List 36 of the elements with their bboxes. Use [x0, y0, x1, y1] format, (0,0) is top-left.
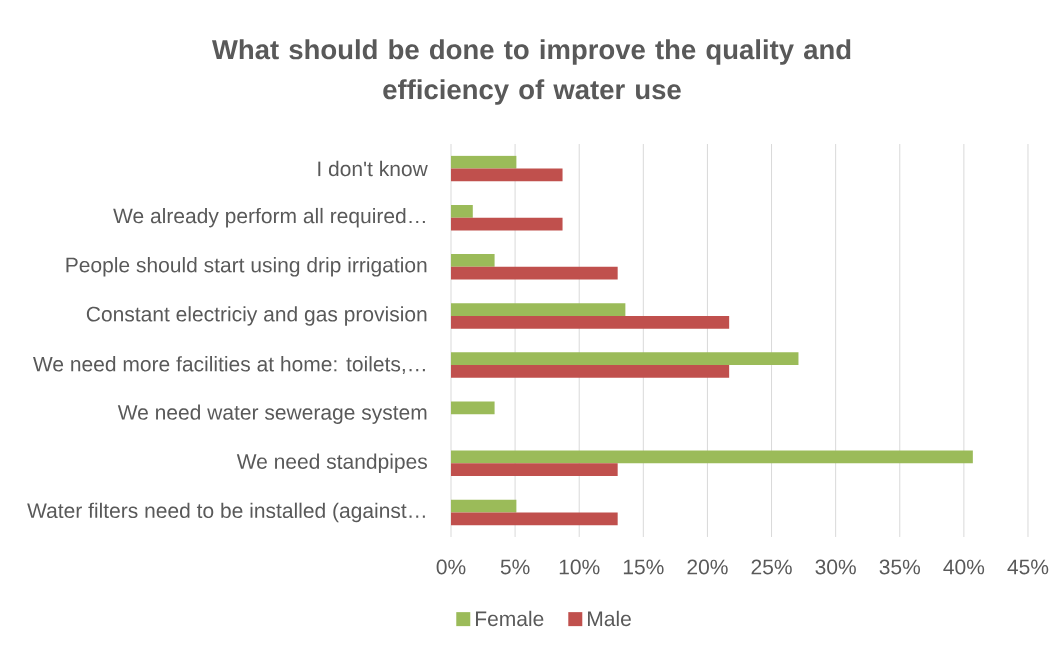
legend-label: Male	[588, 610, 631, 627]
x-tick-label: 20%	[687, 559, 728, 575]
y-tick-label: We need more facilities at home: toilets,…	[33, 356, 425, 375]
x-tick-label: 15%	[623, 559, 664, 575]
bar	[450, 365, 730, 378]
bar	[450, 315, 730, 329]
bar	[450, 463, 618, 477]
x-tick-label: 5%	[500, 559, 530, 575]
bar	[450, 266, 618, 280]
x-tick-label: 0%	[436, 559, 466, 575]
bar	[450, 155, 517, 169]
bar	[450, 254, 495, 267]
x-tick-label: 30%	[815, 559, 856, 575]
bar	[450, 512, 618, 526]
chart-title: What should be done to improve the quality and efficiency of water use	[211, 39, 851, 105]
bar	[450, 168, 563, 182]
x-tick-label: 40%	[943, 559, 985, 575]
bar	[450, 352, 799, 366]
bar	[450, 401, 495, 415]
bar	[450, 217, 563, 231]
bar	[450, 204, 473, 218]
bar	[450, 499, 517, 513]
y-tick-label: Constant electriciy and gas provision	[86, 306, 427, 326]
bar	[450, 303, 626, 316]
x-tick-label: 10%	[559, 559, 600, 575]
x-tick-label: 35%	[879, 559, 921, 575]
y-tick-label: We need standpipes	[236, 453, 427, 474]
y-tick-label: People should start using drip irrigation	[66, 257, 427, 277]
y-tick-label: Water filters need to be installed (against…	[27, 502, 425, 523]
legend-label: Female	[476, 610, 544, 627]
x-tick-label: 45%	[1007, 559, 1049, 575]
y-tick-label: We need water sewerage system	[117, 404, 427, 424]
bar	[450, 450, 973, 464]
y-tick-label: We already perform all required…	[113, 207, 425, 228]
y-tick-label: I don't know	[318, 160, 428, 177]
x-tick-label: 25%	[751, 559, 792, 575]
